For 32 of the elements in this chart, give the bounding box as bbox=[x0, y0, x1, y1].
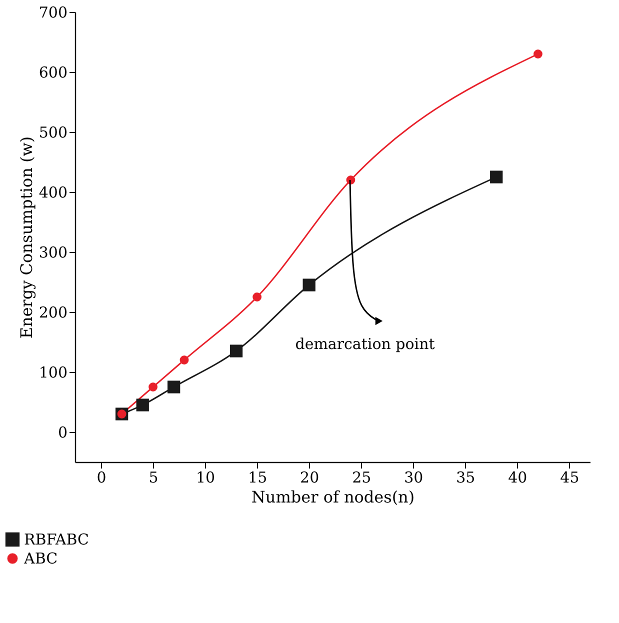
point bbox=[490, 170, 503, 184]
point bbox=[302, 278, 316, 292]
point bbox=[252, 292, 262, 302]
y-tick-label: 400 bbox=[38, 184, 68, 202]
x-tick-label: 15 bbox=[248, 468, 268, 486]
y-tick-label: 200 bbox=[38, 304, 68, 322]
y-tick-label: 0 bbox=[58, 424, 68, 442]
x-axis-title: Number of nodes(n) bbox=[251, 488, 415, 506]
point bbox=[148, 382, 158, 392]
y-axis-title: Energy Consumption (w) bbox=[16, 136, 36, 339]
x-tick-label: 20 bbox=[300, 468, 320, 486]
y-tick-label: 700 bbox=[38, 4, 68, 22]
y-tick-label: 500 bbox=[38, 124, 68, 142]
legend-label: ABC bbox=[23, 550, 58, 568]
x-tick-label: 5 bbox=[148, 468, 158, 486]
x-tick-label: 30 bbox=[404, 468, 424, 486]
point bbox=[534, 50, 542, 58]
x-tick-label: 10 bbox=[196, 468, 216, 486]
y-tick-label: 300 bbox=[38, 244, 68, 262]
point bbox=[230, 344, 243, 358]
legend-label: RBFABC bbox=[24, 530, 90, 548]
x-tick-label: 40 bbox=[508, 468, 528, 486]
annotation: demarcation point bbox=[295, 335, 435, 353]
x-tick-label: 25 bbox=[352, 468, 372, 486]
y-tick-label: 100 bbox=[38, 364, 68, 382]
x-tick-label: 45 bbox=[560, 468, 580, 486]
point bbox=[168, 380, 180, 394]
point bbox=[136, 398, 149, 412]
point bbox=[180, 356, 189, 364]
y-tick-label: 600 bbox=[38, 64, 68, 82]
x-tick-label: 35 bbox=[456, 468, 476, 486]
x-tick-label: 0 bbox=[96, 468, 106, 486]
